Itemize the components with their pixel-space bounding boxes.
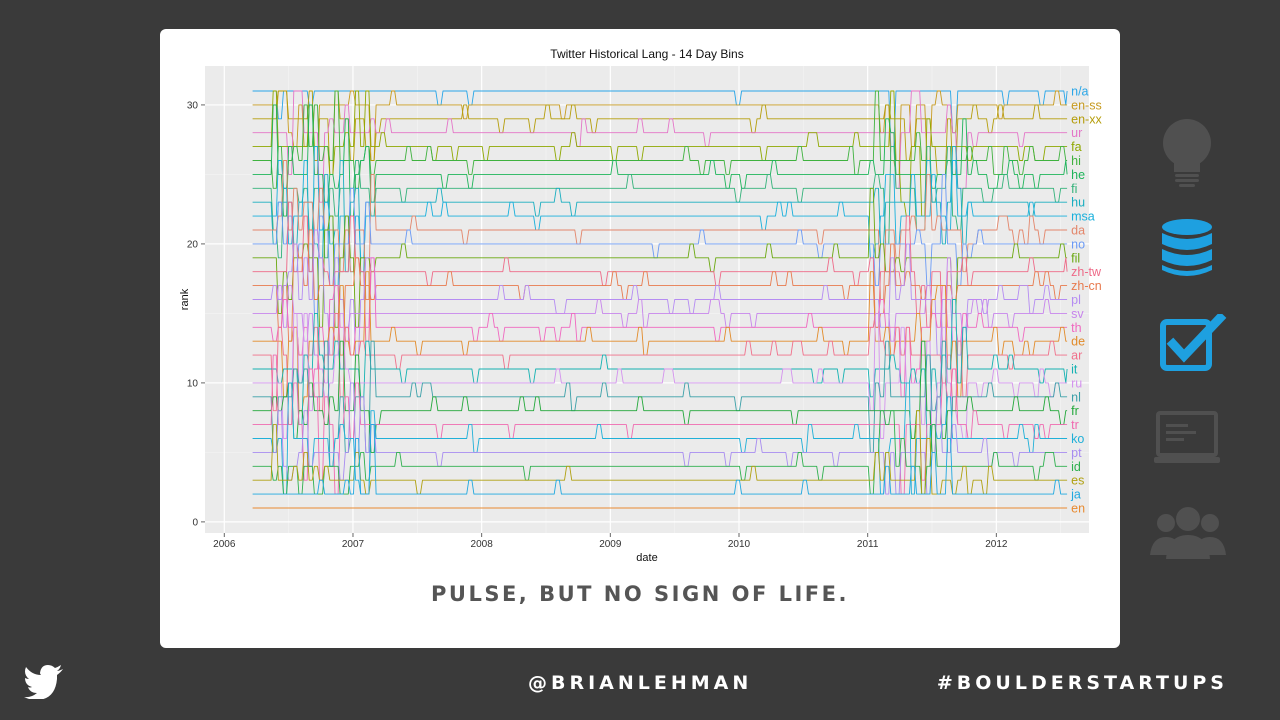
hashtag[interactable]: #BOULDERSTARTUPS xyxy=(936,672,1228,694)
series-line-msa xyxy=(252,146,1068,287)
series-label-id: id xyxy=(1071,460,1081,474)
x-tick-label: 2012 xyxy=(985,539,1008,550)
y-tick-label: 0 xyxy=(192,517,198,528)
x-tick-label: 2008 xyxy=(471,539,494,550)
series-line-zh-tw xyxy=(252,201,1068,342)
chart-title: Twitter Historical Lang - 14 Day Bins xyxy=(550,47,743,61)
series-line-da xyxy=(252,160,1068,300)
series-label-ru: ru xyxy=(1071,376,1082,390)
series-label-hu: hu xyxy=(1071,196,1085,210)
series-lines xyxy=(252,90,1068,509)
series-label-zh-cn: zh-cn xyxy=(1071,279,1102,293)
series-label-de: de xyxy=(1071,335,1085,349)
series-line-it xyxy=(252,299,1068,439)
series-label-es: es xyxy=(1071,474,1084,488)
series-labels: n/aen-ssen-xxurfahihefihumsadanofilzh-tw… xyxy=(1070,85,1102,516)
series-line-fil xyxy=(252,187,1068,328)
series-label-he: he xyxy=(1071,168,1085,182)
series-label-n/a: n/a xyxy=(1071,85,1088,99)
laptop-icon xyxy=(1154,411,1220,463)
series-label-pt: pt xyxy=(1071,446,1082,460)
slide-caption: PULSE, BUT NO SIGN OF LIFE. xyxy=(431,582,849,606)
users-icon xyxy=(1150,507,1226,559)
series-label-en: en xyxy=(1071,501,1085,515)
series-label-fa: fa xyxy=(1071,140,1081,154)
series-line-fa xyxy=(252,90,1068,217)
series-label-en-ss: en-ss xyxy=(1071,98,1102,112)
series-line-th xyxy=(252,257,1068,398)
lightbulb-icon xyxy=(1163,119,1211,187)
series-line-he xyxy=(252,104,1068,217)
series-label-th: th xyxy=(1071,321,1081,335)
series-line-n/a xyxy=(252,90,1068,148)
series-label-fil: fil xyxy=(1071,251,1080,265)
series-label-da: da xyxy=(1071,224,1085,238)
series-label-sv: sv xyxy=(1071,307,1084,321)
y-tick-label: 20 xyxy=(187,239,199,250)
series-label-ar: ar xyxy=(1071,349,1082,363)
series-label-en-xx: en-xx xyxy=(1071,112,1102,126)
series-label-no: no xyxy=(1071,237,1085,251)
checkbox-icon xyxy=(1160,314,1227,371)
series-label-nl: nl xyxy=(1071,390,1081,404)
y-tick-label: 10 xyxy=(187,378,199,389)
series-label-msa: msa xyxy=(1071,210,1095,224)
series-label-hi: hi xyxy=(1071,154,1081,168)
x-tick-label: 2010 xyxy=(728,539,751,550)
series-line-pt xyxy=(252,382,1068,495)
series-line-sv xyxy=(252,257,1068,384)
twitter-bird-icon xyxy=(24,665,63,699)
y-axis-label: rank xyxy=(179,288,191,310)
y-tick-label: 30 xyxy=(187,100,199,111)
series-line-pl xyxy=(252,229,1068,356)
rank-chart: n/aen-ssen-xxurfahihefihumsadanofilzh-tw… xyxy=(179,47,1102,564)
series-label-pl: pl xyxy=(1071,293,1081,307)
series-label-fr: fr xyxy=(1071,404,1079,418)
series-line-zh-cn xyxy=(252,229,1068,356)
series-label-it: it xyxy=(1071,362,1078,376)
x-tick-label: 2011 xyxy=(857,539,879,550)
series-line-no xyxy=(252,173,1068,314)
x-tick-label: 2007 xyxy=(342,539,365,550)
series-label-ur: ur xyxy=(1071,126,1082,140)
series-label-ko: ko xyxy=(1071,432,1084,446)
slide-card: n/a en-ss en-xx ur fa hi he fi hu msa da no fil zh-tw… xyxy=(160,29,1120,648)
series-line-ko xyxy=(252,382,1068,495)
series-label-tr: tr xyxy=(1071,418,1079,432)
database-icon xyxy=(1162,219,1212,276)
series-label-fi: fi xyxy=(1071,182,1077,196)
x-tick-label: 2006 xyxy=(213,539,236,550)
series-line-ja xyxy=(252,424,1068,495)
x-axis-label: date xyxy=(636,552,657,564)
x-tick-label: 2009 xyxy=(599,539,622,550)
series-line-en-ss xyxy=(252,90,1068,175)
series-label-zh-tw: zh-tw xyxy=(1071,265,1102,279)
series-label-ja: ja xyxy=(1070,488,1081,502)
twitter-handle[interactable]: @BRIANLEHMAN xyxy=(528,672,753,694)
series-line-id xyxy=(252,410,1068,495)
